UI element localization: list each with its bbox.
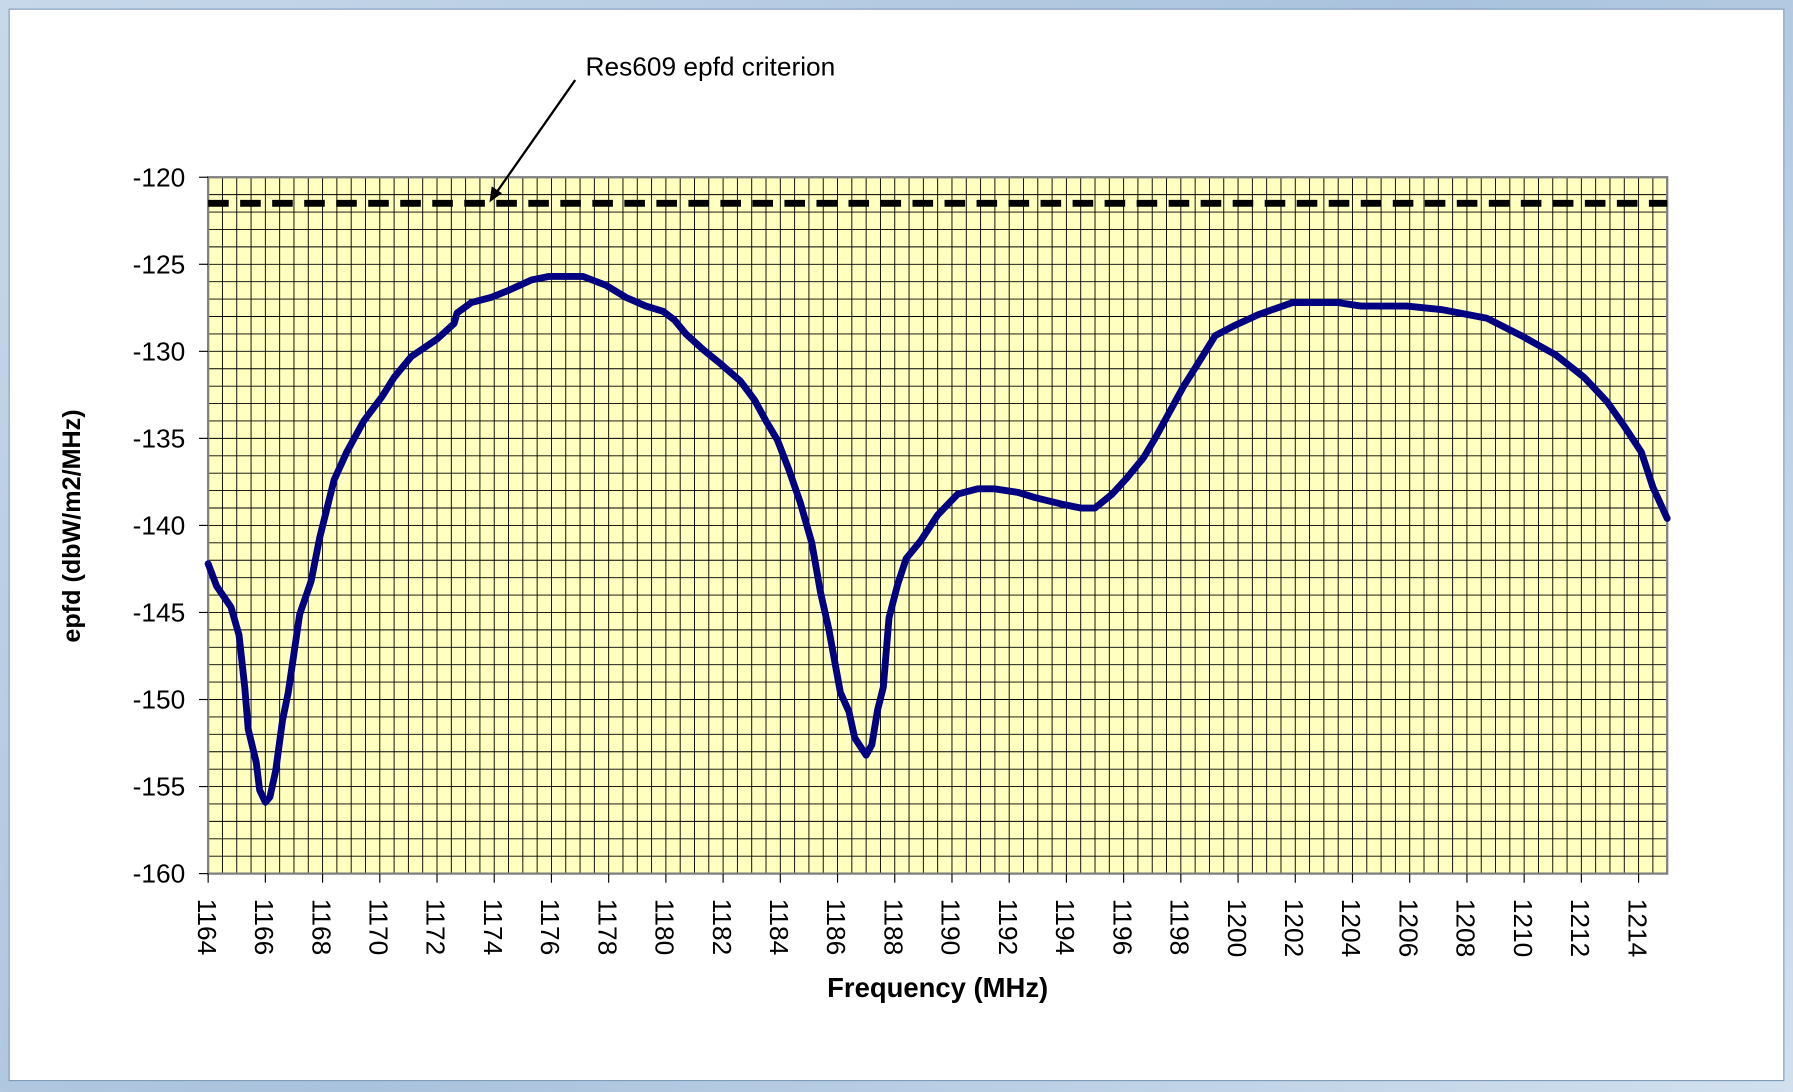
annotation: Res609 epfd criterion [585, 51, 835, 81]
annotation-arrow [494, 79, 577, 196]
x-axis-title: Frequency (MHz) [827, 972, 1048, 1003]
x-tick-label: 1212 [1565, 899, 1595, 957]
x-tick-label: 1196 [1107, 899, 1137, 956]
x-tick-label: 1176 [535, 899, 565, 956]
x-tick-label: 1188 [878, 899, 908, 956]
x-tick-label: 1170 [364, 899, 394, 956]
x-tick-label: 1184 [764, 899, 794, 956]
labels: Frequency (MHz) epfd (dbW/m2/MHz) Res609… [58, 51, 1048, 1003]
y-tick-label: -150 [133, 685, 186, 715]
x-tick-label: 1166 [249, 899, 279, 956]
grid: -120 -125 -130 -135 -140 -145 -150 -155 -1601164… [133, 162, 1669, 957]
x-tick-label: 1204 [1336, 899, 1366, 957]
x-tick-label: 1208 [1451, 899, 1481, 957]
x-tick-label: 1172 [421, 899, 451, 956]
y-tick-label: -130 [133, 336, 186, 366]
marks [204, 199, 1671, 806]
y-axis-title: epfd (dbW/m2/MHz) [58, 409, 86, 642]
x-tick-label: 1168 [306, 899, 336, 956]
x-tick-label: 1192 [993, 899, 1023, 956]
y-tick-label: -125 [133, 249, 186, 279]
y-tick-label: -155 [133, 772, 186, 802]
data-line [204, 273, 1671, 806]
x-tick-label: 1198 [1165, 899, 1195, 956]
x-tick-label: 1164 [192, 899, 222, 956]
x-tick-label: 1180 [650, 899, 680, 956]
y-tick-label: -135 [133, 424, 186, 454]
x-tick-label: 1202 [1279, 899, 1309, 957]
y-tick-label: -120 [133, 162, 186, 192]
x-tick-label: 1210 [1508, 899, 1538, 957]
x-tick-label: 1178 [592, 899, 622, 956]
y-tick-label: -160 [133, 859, 186, 889]
x-tick-label: 1174 [478, 899, 508, 956]
y-tick-label: -140 [133, 511, 186, 541]
x-tick-label: 1206 [1393, 899, 1423, 957]
x-tick-label: 1214 [1622, 899, 1652, 957]
x-tick-label: 1186 [821, 899, 851, 956]
x-tick-label: 1194 [1050, 899, 1080, 956]
x-tick-label: 1190 [936, 899, 966, 956]
x-tick-label: 1200 [1222, 899, 1252, 957]
x-tick-label: 1182 [707, 899, 737, 956]
arrow-head [489, 186, 503, 203]
y-tick-label: -145 [133, 598, 186, 628]
